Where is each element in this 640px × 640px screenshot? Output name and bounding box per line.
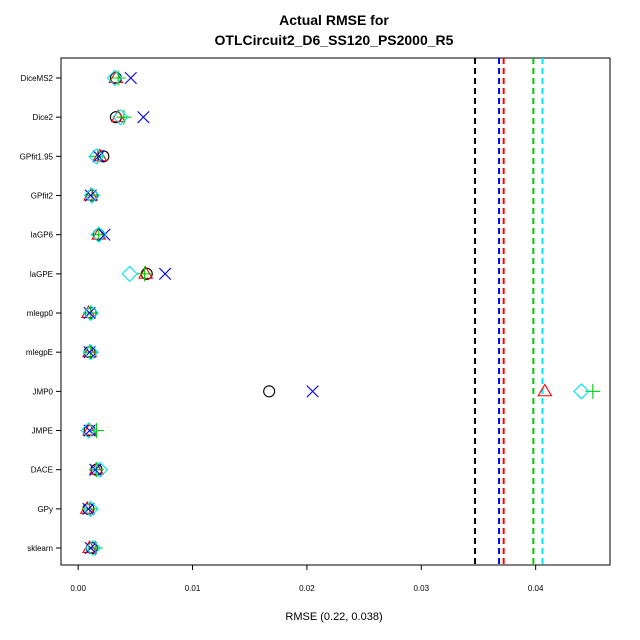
diamond-marker bbox=[90, 226, 107, 243]
x-marker bbox=[306, 385, 319, 398]
diamond-marker bbox=[82, 500, 99, 518]
y-tick-label: DACE bbox=[31, 466, 53, 475]
diamond-marker bbox=[84, 539, 102, 557]
plus-marker bbox=[585, 383, 601, 399]
plus-marker bbox=[90, 148, 106, 164]
diamond-marker bbox=[80, 422, 97, 439]
x-marker bbox=[137, 111, 150, 124]
y-tick-label: GPfit1.95 bbox=[20, 152, 54, 161]
reference-lines bbox=[474, 58, 544, 565]
x-marker bbox=[124, 71, 137, 85]
chart-title-line1: Actual RMSE for bbox=[279, 12, 389, 28]
y-axis-labels: DiceMS2 Dice2 GPfit1.95 GPfit2 laGP6 laGPE mle… bbox=[20, 74, 61, 553]
diamond-marker bbox=[112, 108, 129, 126]
x-tick-label: 0.03 bbox=[413, 584, 429, 593]
diamond-marker bbox=[88, 148, 105, 165]
diamond-marker bbox=[82, 304, 99, 322]
x-tick-label: 0.02 bbox=[299, 584, 315, 593]
x-marker bbox=[82, 502, 95, 516]
chart-title-line2: OTLCircuit2_D6_SS120_PS2000_R5 bbox=[215, 32, 454, 48]
diamond-marker bbox=[83, 187, 101, 204]
x-marker bbox=[98, 228, 111, 241]
triangle-marker bbox=[138, 265, 154, 279]
x-marker bbox=[84, 541, 97, 555]
y-tick-label: GPy bbox=[37, 505, 53, 514]
plus-marker bbox=[84, 188, 100, 203]
x-marker bbox=[83, 424, 96, 437]
x-marker bbox=[89, 463, 102, 476]
plus-marker bbox=[83, 305, 99, 321]
circle-marker bbox=[263, 385, 276, 398]
plus-marker bbox=[83, 344, 99, 360]
y-tick-label: laGP6 bbox=[31, 231, 54, 240]
y-tick-label: laGPE bbox=[30, 270, 53, 279]
x-marker bbox=[92, 150, 105, 163]
triangle-marker bbox=[82, 344, 98, 358]
x-marker bbox=[158, 267, 172, 281]
y-tick-label: mlegpE bbox=[26, 348, 53, 357]
y-tick-label: Dice2 bbox=[33, 113, 54, 122]
triangle-marker bbox=[83, 187, 99, 201]
x-tick-label: 0.01 bbox=[185, 584, 201, 593]
triangle-marker bbox=[108, 70, 124, 83]
diamond-marker bbox=[91, 461, 109, 478]
plot-frame bbox=[60, 57, 611, 566]
diamond-marker bbox=[106, 69, 123, 87]
x-axis-ticks: 0.00 0.01 0.02 0.03 0.04 bbox=[70, 565, 544, 593]
triangle-marker bbox=[537, 383, 553, 397]
x-tick-label: 0.04 bbox=[528, 584, 544, 593]
y-tick-label: mlegp0 bbox=[27, 309, 54, 318]
triangle-marker bbox=[82, 422, 98, 436]
diamond-marker bbox=[121, 265, 138, 283]
plus-marker bbox=[116, 109, 132, 125]
y-tick-label: sklearn bbox=[27, 544, 53, 553]
y-tick-label: JMPE bbox=[32, 427, 53, 436]
x-marker bbox=[83, 306, 96, 320]
data-points bbox=[79, 69, 601, 557]
x-tick-label: 0.00 bbox=[70, 584, 86, 593]
y-tick-label: DiceMS2 bbox=[21, 74, 54, 83]
plus-marker bbox=[110, 70, 126, 86]
x-marker bbox=[84, 189, 97, 202]
y-tick-label: GPfit2 bbox=[31, 192, 54, 201]
diamond-marker bbox=[573, 383, 590, 400]
plus-marker bbox=[82, 501, 98, 517]
x-axis-label: RMSE (0.22, 0.038) bbox=[285, 611, 382, 623]
plus-marker bbox=[137, 266, 152, 282]
plus-marker bbox=[89, 462, 104, 478]
x-marker bbox=[83, 346, 96, 359]
y-tick-label: JMP0 bbox=[33, 387, 54, 396]
diamond-marker bbox=[82, 343, 99, 361]
